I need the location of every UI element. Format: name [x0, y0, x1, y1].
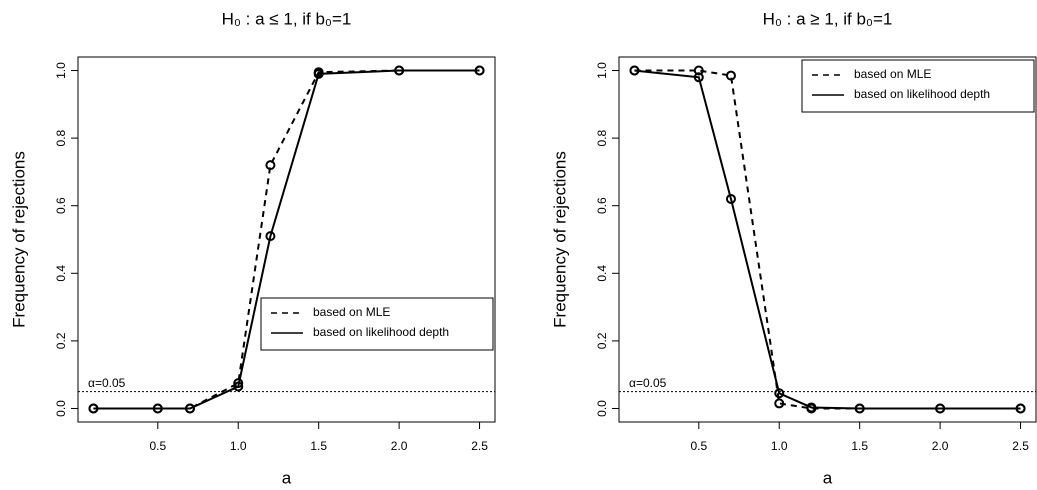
- data-point: [935, 403, 946, 414]
- x-tick-label: 2.0: [391, 439, 408, 453]
- data-point: [313, 68, 324, 79]
- legend-box: [260, 297, 494, 351]
- legend-label: based on likelihood depth: [313, 325, 449, 339]
- x-tick-label: 1.5: [851, 439, 868, 453]
- reference-label: α=0.05: [88, 376, 126, 390]
- series-line: [634, 69, 1021, 410]
- data-point: [854, 403, 865, 414]
- legend-label: based on likelihood depth: [854, 87, 990, 101]
- data-point: [774, 398, 785, 409]
- legend-box: [801, 59, 1035, 113]
- x-tick-label: 2.5: [1012, 439, 1029, 453]
- chart-title: H₀ : a ≥ 1, if b₀=1: [763, 9, 893, 28]
- y-tick-label: 1.0: [595, 62, 609, 79]
- plot-frame: [77, 56, 496, 423]
- data-point: [1015, 403, 1026, 414]
- x-tick-label: 2.0: [932, 439, 949, 453]
- data-point: [725, 193, 736, 204]
- y-tick-label: 0.4: [595, 265, 609, 282]
- data-point: [152, 403, 163, 414]
- data-point: [474, 65, 485, 76]
- x-axis-label: a: [823, 468, 833, 487]
- series-line: [634, 69, 1021, 410]
- y-tick-label: 0.0: [54, 400, 68, 417]
- legend-label: based on MLE: [854, 67, 931, 81]
- legend-label: based on MLE: [313, 305, 390, 319]
- data-point: [629, 65, 640, 76]
- y-tick-label: 0.2: [595, 332, 609, 349]
- y-axis-label: Frequency of rejections: [550, 151, 569, 328]
- y-tick-label: 0.0: [595, 400, 609, 417]
- data-point: [693, 65, 704, 76]
- x-tick-label: 1.0: [230, 439, 247, 453]
- series-line: [93, 69, 480, 410]
- x-tick-label: 1.5: [310, 439, 327, 453]
- y-tick-label: 0.6: [595, 197, 609, 214]
- chart-title: H₀ : a ≤ 1, if b₀=1: [222, 9, 352, 28]
- data-point: [806, 402, 817, 413]
- reference-label: α=0.05: [629, 376, 667, 390]
- data-point: [233, 381, 244, 392]
- series-line: [93, 69, 480, 410]
- y-tick-label: 1.0: [54, 62, 68, 79]
- x-tick-label: 2.5: [471, 439, 488, 453]
- x-tick-label: 0.5: [690, 439, 707, 453]
- y-tick-label: 0.4: [54, 265, 68, 282]
- x-tick-label: 1.0: [771, 439, 788, 453]
- y-axis-label: Frequency of rejections: [9, 151, 28, 328]
- y-tick-label: 0.2: [54, 332, 68, 349]
- data-point: [265, 160, 276, 171]
- y-tick-label: 0.8: [54, 129, 68, 146]
- data-point: [394, 65, 405, 76]
- data-point: [265, 231, 276, 242]
- plot-frame: [618, 56, 1037, 423]
- data-point: [184, 403, 195, 414]
- x-tick-label: 0.5: [149, 439, 166, 453]
- data-point: [725, 70, 736, 81]
- y-tick-label: 0.8: [595, 129, 609, 146]
- data-point: [88, 403, 99, 414]
- x-axis-label: a: [282, 468, 292, 487]
- data-point: [693, 72, 704, 83]
- data-point: [774, 388, 785, 399]
- y-tick-label: 0.6: [54, 197, 68, 214]
